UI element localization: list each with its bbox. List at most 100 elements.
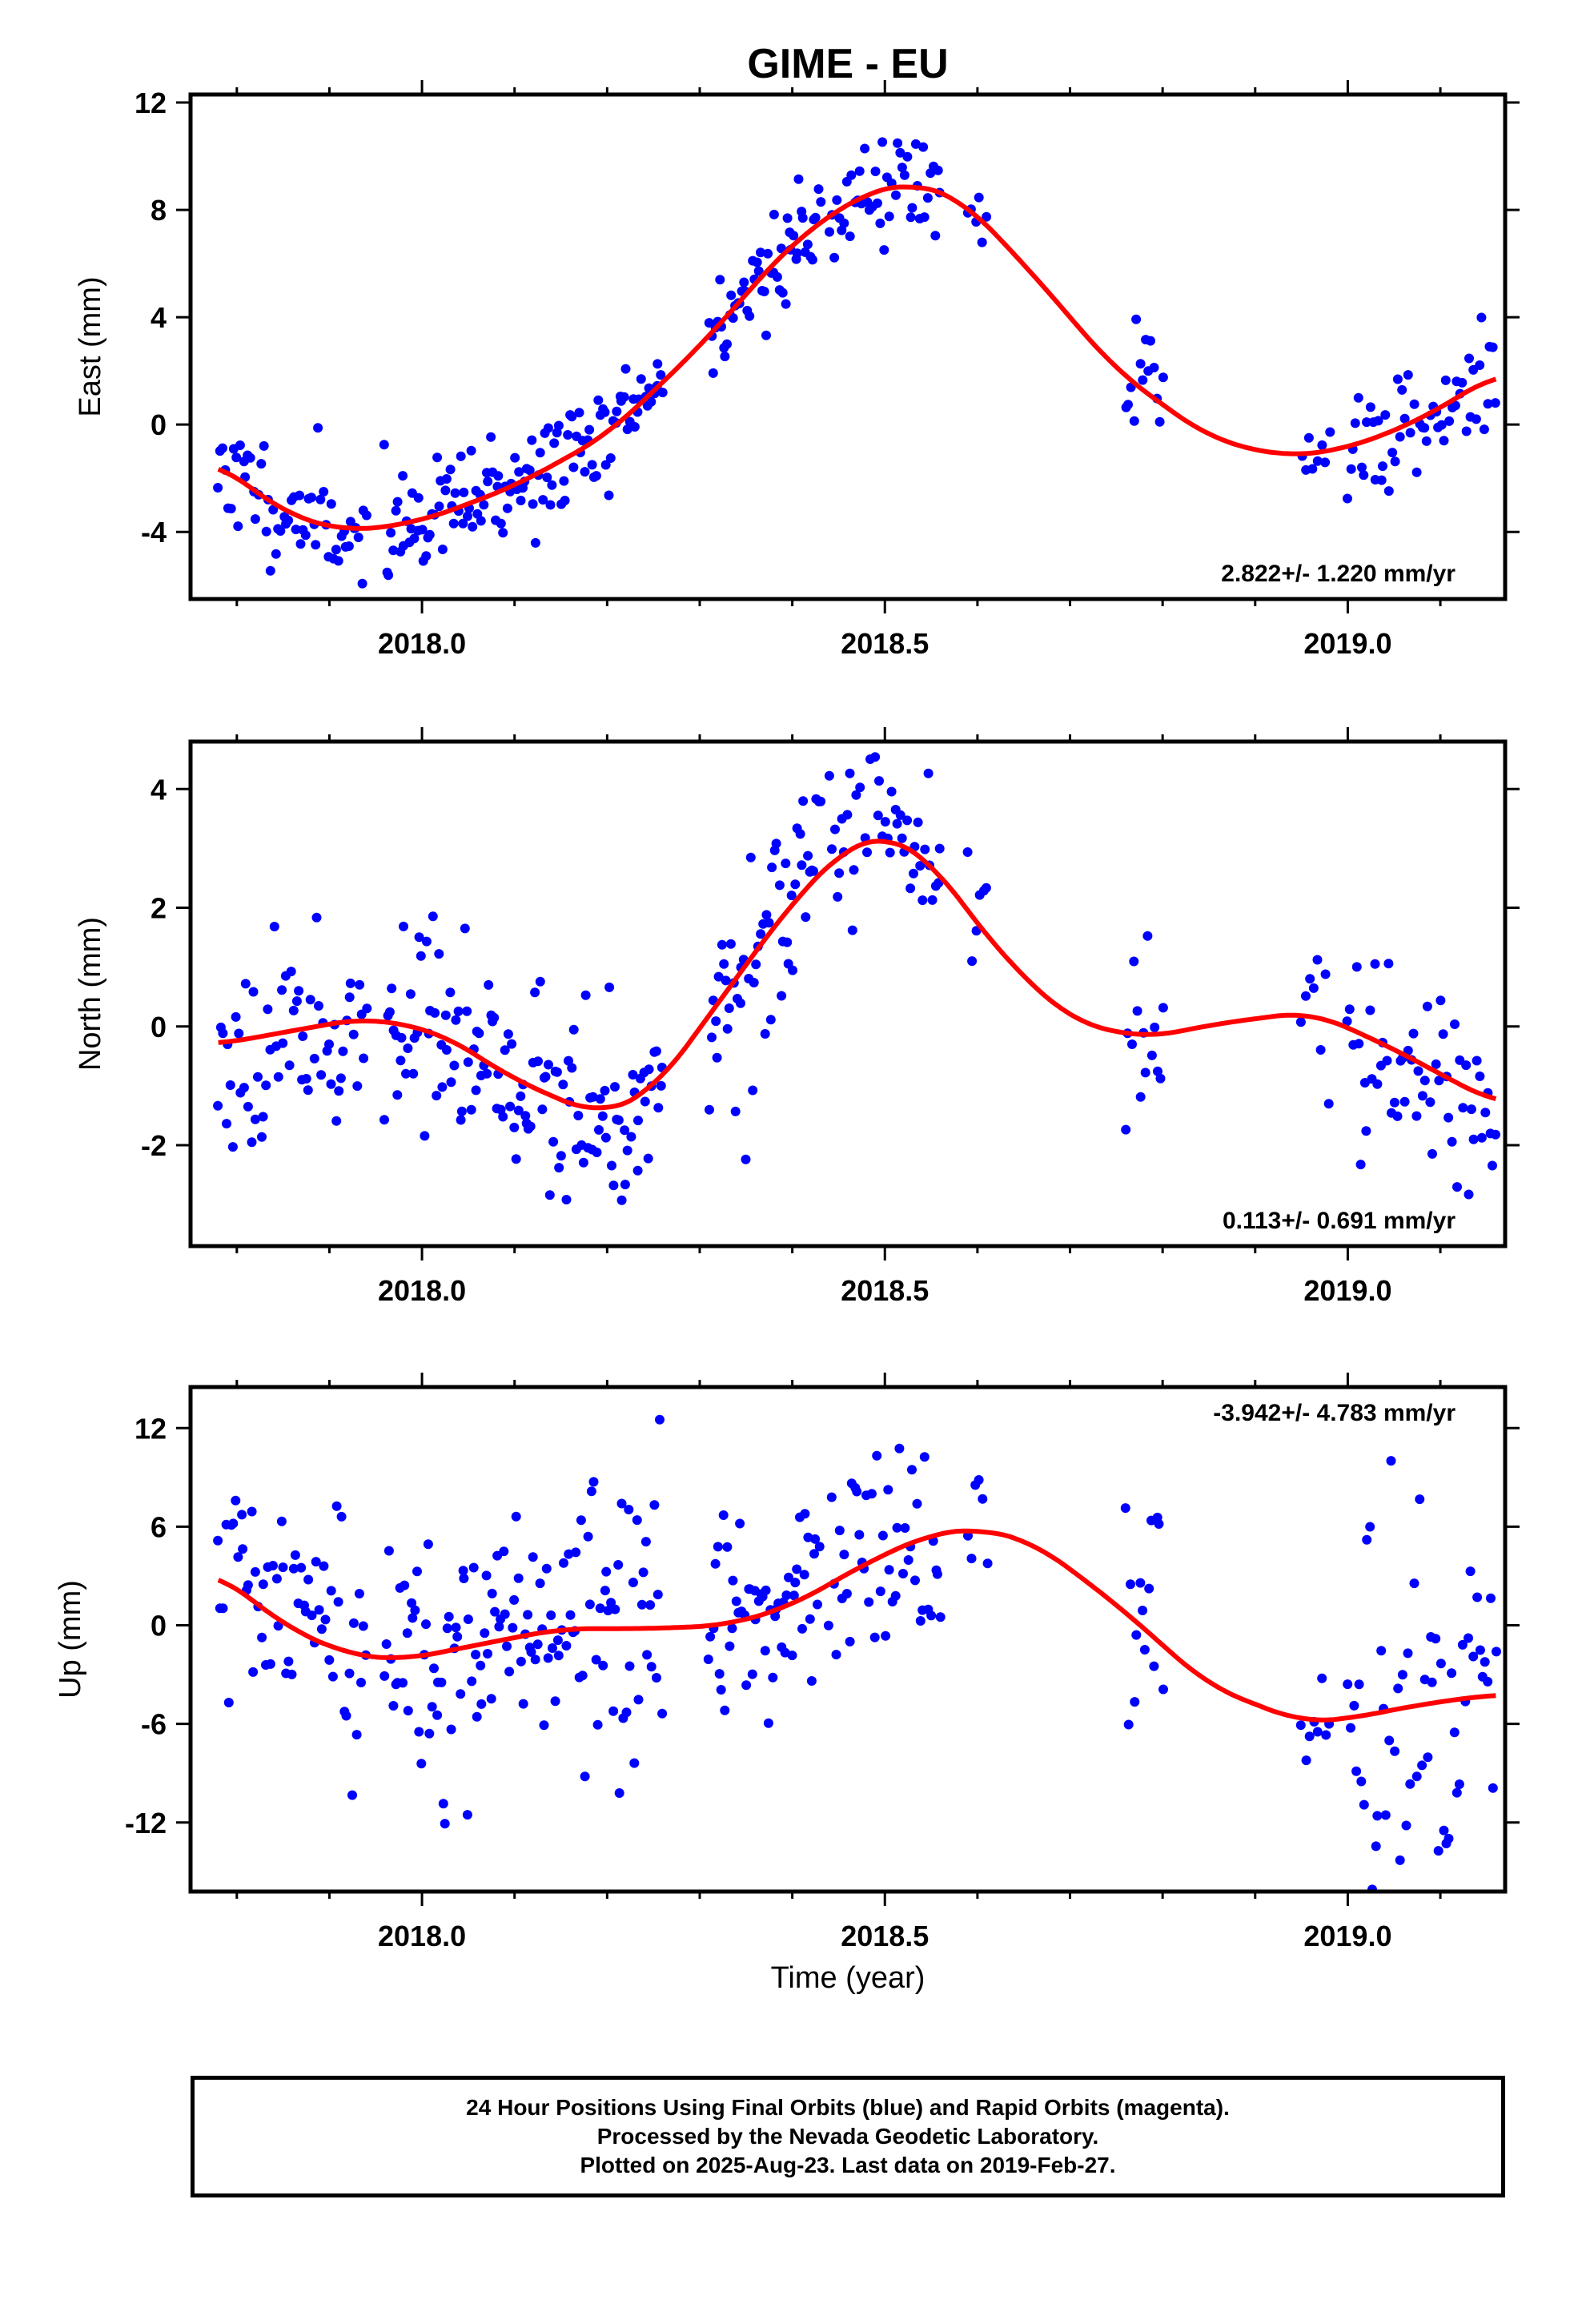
data-point <box>398 471 408 481</box>
data-point <box>712 1052 722 1063</box>
data-point <box>646 1662 656 1672</box>
data-point <box>1468 1651 1479 1662</box>
data-point <box>1138 1606 1148 1615</box>
data-point <box>437 1082 448 1092</box>
data-point <box>333 1597 343 1607</box>
north-frame <box>188 739 1508 1248</box>
data-point <box>528 1552 538 1562</box>
data-point <box>474 1028 484 1039</box>
data-point <box>862 847 872 858</box>
data-point <box>1312 955 1323 965</box>
data-point <box>1321 1730 1331 1740</box>
data-point <box>486 1694 496 1704</box>
data-point <box>561 1195 572 1204</box>
data-point <box>427 1702 437 1712</box>
data-point <box>638 1567 648 1578</box>
data-point <box>1475 1645 1485 1655</box>
data-point <box>725 939 736 949</box>
data-point <box>790 1578 801 1588</box>
data-point <box>1405 1779 1415 1789</box>
data-point <box>1382 1055 1392 1066</box>
data-point <box>777 287 788 298</box>
data-point <box>651 1046 661 1056</box>
data-point <box>429 1663 439 1674</box>
data-point <box>432 1091 442 1101</box>
data-point <box>1376 475 1387 485</box>
data-point <box>520 1111 531 1121</box>
footer-line-3: Plotted on 2025-Aug-23. Last data on 201… <box>580 2153 1116 2177</box>
data-point <box>456 451 466 461</box>
data-point <box>1135 1578 1146 1588</box>
data-point <box>919 212 930 223</box>
data-point <box>1383 959 1394 969</box>
data-point <box>459 1574 469 1583</box>
data-point <box>1475 1072 1485 1081</box>
data-point <box>795 829 805 839</box>
data-point <box>613 1560 624 1570</box>
data-point <box>1443 1112 1454 1123</box>
data-point <box>460 923 470 934</box>
data-point <box>1395 1855 1405 1865</box>
data-point <box>1440 375 1451 385</box>
data-point <box>265 565 275 576</box>
data-point <box>867 723 877 733</box>
data-point <box>440 485 451 496</box>
data-point <box>761 910 772 920</box>
data-point <box>311 1557 321 1567</box>
data-point <box>604 982 615 992</box>
data-point <box>268 505 279 515</box>
data-point <box>591 1655 601 1665</box>
data-point <box>483 476 493 487</box>
data-point <box>652 1673 661 1683</box>
data-point <box>1471 414 1481 424</box>
data-point <box>1150 1022 1160 1032</box>
data-point <box>386 528 396 538</box>
data-point <box>353 533 363 542</box>
data-point <box>446 1077 456 1088</box>
data-point <box>745 311 755 321</box>
data-point <box>1386 1456 1396 1466</box>
data-point <box>1380 410 1391 420</box>
x-tick-label: 2018.0 <box>378 627 466 660</box>
data-point <box>543 1653 553 1663</box>
data-point <box>899 170 909 180</box>
data-point <box>287 1669 297 1679</box>
y-tick-label: -4 <box>141 516 167 549</box>
data-point <box>715 275 725 285</box>
data-point <box>560 496 570 505</box>
data-point <box>1359 1799 1369 1810</box>
data-point <box>335 1073 346 1084</box>
data-point <box>356 1678 366 1687</box>
data-point <box>967 956 978 967</box>
data-point <box>1127 1039 1137 1049</box>
data-point <box>731 1596 741 1606</box>
data-point <box>1325 427 1335 437</box>
data-point <box>646 396 656 407</box>
data-point <box>408 1068 419 1079</box>
data-point <box>1449 1727 1460 1738</box>
data-point <box>885 847 895 858</box>
data-point <box>884 1565 894 1575</box>
data-point <box>798 796 809 806</box>
data-point <box>513 1105 524 1116</box>
data-point <box>1464 1189 1474 1200</box>
y-tick-label: -6 <box>141 1708 167 1741</box>
data-point <box>752 257 762 267</box>
x-tick-label: 2018.5 <box>841 627 929 660</box>
data-point <box>1129 956 1139 967</box>
data-point <box>1452 1787 1462 1798</box>
data-point <box>1480 1108 1491 1118</box>
data-point <box>467 1676 477 1687</box>
data-point <box>809 1549 819 1559</box>
data-point <box>1346 1723 1355 1733</box>
data-point <box>1123 400 1133 410</box>
data-point <box>1483 399 1493 409</box>
up-y-axis-label: Up (mm) <box>54 1580 87 1699</box>
data-point <box>1308 983 1319 993</box>
data-point <box>619 392 629 402</box>
data-point <box>421 551 432 561</box>
data-point <box>344 1668 355 1679</box>
data-point <box>1450 1019 1460 1029</box>
data-point <box>1486 1593 1496 1603</box>
